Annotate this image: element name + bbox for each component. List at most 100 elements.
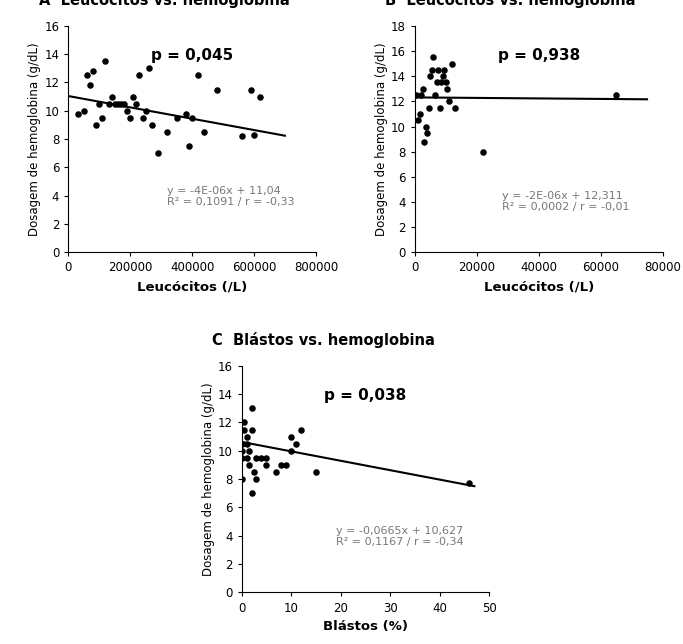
Point xyxy=(72,108,83,118)
Point xyxy=(285,446,296,456)
Point xyxy=(241,431,252,442)
Point xyxy=(106,91,117,102)
Point xyxy=(411,90,422,100)
Point xyxy=(122,106,133,116)
Point xyxy=(434,102,445,113)
Point xyxy=(437,71,448,81)
Point xyxy=(426,64,437,75)
Point xyxy=(441,77,451,88)
Point xyxy=(425,71,436,81)
Point xyxy=(236,439,247,449)
Point xyxy=(439,64,450,75)
Text: C  Blástos vs. hemoglobina: C Blástos vs. hemoglobina xyxy=(212,332,435,348)
Y-axis label: Dosagem de hemoglobina (g/dL): Dosagem de hemoglobina (g/dL) xyxy=(375,43,388,236)
Point xyxy=(162,127,173,137)
Text: A  Leucócitos vs. hemoglobina: A Leucócitos vs. hemoglobina xyxy=(38,0,290,8)
Point xyxy=(236,131,247,142)
Point xyxy=(241,439,252,449)
Point xyxy=(251,453,262,463)
Point xyxy=(186,113,197,123)
Point xyxy=(417,84,428,94)
Point xyxy=(236,453,247,463)
Point xyxy=(270,467,281,477)
Y-axis label: Dosagem de hemoglobina (g/dL): Dosagem de hemoglobina (g/dL) xyxy=(29,43,42,236)
Point xyxy=(100,56,111,66)
Point xyxy=(125,113,136,123)
Point xyxy=(236,474,247,484)
Text: p = 0,938: p = 0,938 xyxy=(498,48,580,62)
Point xyxy=(199,127,210,137)
Point xyxy=(81,70,92,80)
Point xyxy=(152,148,163,158)
Point xyxy=(436,77,447,88)
Point xyxy=(109,99,120,109)
Point xyxy=(443,96,454,106)
Point xyxy=(245,84,256,95)
Point xyxy=(143,63,154,73)
Point xyxy=(310,467,321,477)
Point xyxy=(91,120,102,130)
Point xyxy=(180,108,191,118)
Point xyxy=(423,102,434,113)
Text: p = 0,038: p = 0,038 xyxy=(324,388,406,402)
Point xyxy=(428,52,439,62)
Point xyxy=(211,84,222,95)
Point xyxy=(251,474,262,484)
Point xyxy=(416,90,427,100)
Text: y = -4E-06x + 11,04
R² = 0,1091 / r = -0,33: y = -4E-06x + 11,04 R² = 0,1091 / r = -0… xyxy=(167,185,295,207)
Point xyxy=(261,460,272,470)
Text: y = -2E-06x + 12,311
R² = 0,0002 / r = -0,01: y = -2E-06x + 12,311 R² = 0,0002 / r = -… xyxy=(501,191,629,212)
Point xyxy=(477,147,488,157)
Point xyxy=(140,106,151,116)
Point xyxy=(296,424,307,435)
Point xyxy=(236,446,247,456)
Point xyxy=(244,446,255,456)
Point xyxy=(115,99,126,109)
Point xyxy=(249,467,260,477)
X-axis label: Leucócitos (/L): Leucócitos (/L) xyxy=(484,280,594,293)
Point xyxy=(184,141,195,151)
Point xyxy=(246,424,257,435)
Point xyxy=(241,453,252,463)
Point xyxy=(112,99,123,109)
Point xyxy=(285,431,296,442)
Point xyxy=(447,59,458,69)
Point xyxy=(131,99,142,109)
Point xyxy=(419,137,430,147)
Point xyxy=(281,460,292,470)
Point xyxy=(255,91,266,102)
Point xyxy=(137,113,148,123)
Point xyxy=(276,460,287,470)
Point xyxy=(420,121,431,131)
Text: B  Leucócitos vs. hemoglobina: B Leucócitos vs. hemoglobina xyxy=(385,0,636,8)
Point xyxy=(134,70,145,80)
Point xyxy=(430,90,441,100)
Point xyxy=(87,66,98,76)
Point xyxy=(171,113,182,123)
Point xyxy=(246,403,257,413)
X-axis label: Leucócitos (/L): Leucócitos (/L) xyxy=(137,280,247,293)
Point xyxy=(422,128,433,138)
Point xyxy=(432,64,443,75)
Point xyxy=(449,102,460,113)
Point xyxy=(414,109,425,119)
Point xyxy=(146,120,157,130)
Text: p = 0,045: p = 0,045 xyxy=(151,48,233,62)
Point xyxy=(413,115,423,126)
X-axis label: Blástos (%): Blástos (%) xyxy=(323,620,408,633)
Point xyxy=(261,453,272,463)
Point xyxy=(290,439,301,449)
Point xyxy=(79,106,89,116)
Point xyxy=(119,99,130,109)
Point xyxy=(256,453,267,463)
Point xyxy=(244,460,255,470)
Point xyxy=(611,90,622,100)
Point xyxy=(85,80,96,90)
Point xyxy=(128,91,139,102)
Y-axis label: Dosagem de hemoglobina (g/dL): Dosagem de hemoglobina (g/dL) xyxy=(201,383,215,576)
Text: y = -0,0665x + 10,627
R² = 0,1167 / r = -0,34: y = -0,0665x + 10,627 R² = 0,1167 / r = … xyxy=(335,526,463,547)
Point xyxy=(246,488,257,498)
Point xyxy=(464,478,475,489)
Point xyxy=(442,84,453,94)
Point xyxy=(238,417,249,428)
